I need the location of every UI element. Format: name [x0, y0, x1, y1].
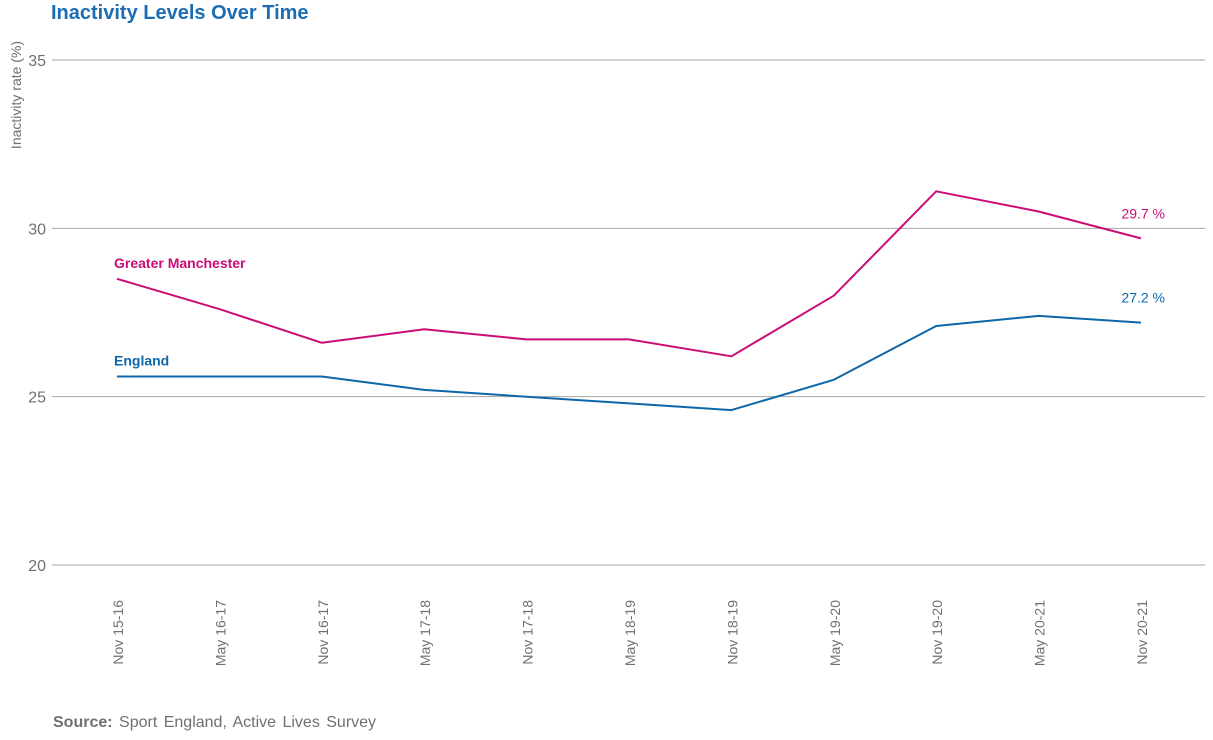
series-line-1 [117, 314, 1142, 412]
x-tick-label: Nov 17-18 [520, 600, 536, 665]
y-tick-label: 20 [28, 558, 46, 575]
series-label: England [114, 352, 169, 368]
source-note: Source: Sport England, Active Lives Surv… [53, 714, 376, 732]
y-tick-label: 30 [28, 221, 46, 238]
x-tick-label: May 17-18 [417, 600, 433, 666]
x-tick-label: May 19-20 [827, 600, 843, 666]
x-tick-label: May 20-21 [1032, 600, 1048, 666]
x-tick-label: Nov 19-20 [929, 600, 945, 665]
x-tick-label: Nov 16-17 [315, 600, 331, 665]
x-tick-label: Nov 20-21 [1134, 600, 1150, 665]
y-tick-label: 25 [28, 390, 46, 407]
chart-title: Inactivity Levels Over Time [51, 2, 309, 24]
end-value-label: 27.2 % [1121, 290, 1165, 306]
series-label: Greater Manchester [114, 255, 246, 271]
y-tick-label: 35 [28, 53, 46, 70]
x-tick-label: Nov 15-16 [110, 600, 126, 665]
x-tick-label: Nov 18-19 [724, 600, 740, 665]
source-text: Sport England, Active Lives Survey [119, 714, 377, 731]
series-line-0 [116, 190, 1142, 358]
x-tick-label: May 18-19 [622, 600, 638, 666]
x-tick-label: May 16-17 [212, 600, 228, 666]
source-label: Source: [53, 714, 113, 731]
end-value-label: 29.7 % [1121, 205, 1165, 221]
